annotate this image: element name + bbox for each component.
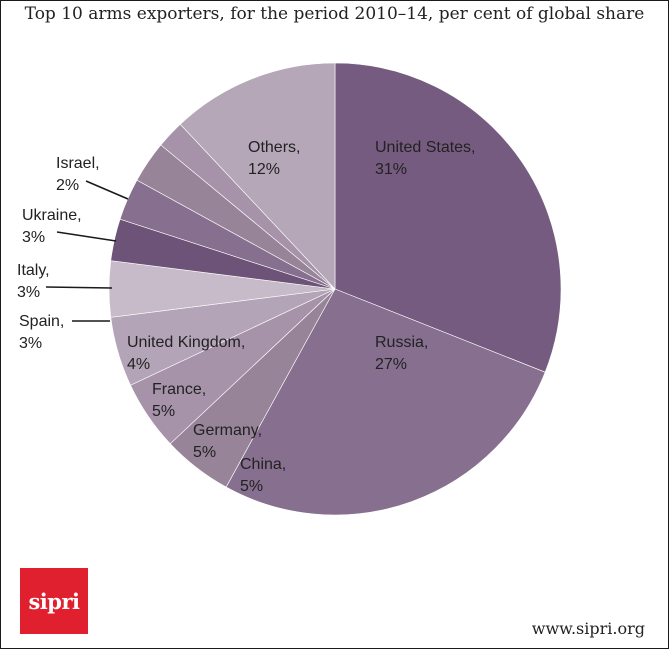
slice-value-united-states: 31% — [375, 161, 407, 178]
chart-title: Top 10 arms exporters, for the period 20… — [24, 4, 645, 24]
sipri-logo: sipri — [20, 568, 88, 634]
slice-name-united-kingdom: United Kingdom, — [127, 334, 245, 351]
slice-name-united-states: United States, — [375, 139, 476, 156]
slice-value-united-kingdom: 4% — [127, 356, 150, 373]
slice-name-china: China, — [240, 456, 286, 473]
slice-name-germany: Germany, — [193, 422, 262, 439]
leader-line-italy — [45, 286, 113, 289]
slice-value-china: 5% — [240, 478, 263, 495]
pie-slice-others — [179, 62, 336, 290]
slice-value-russia: 27% — [375, 356, 407, 373]
slice-value-france: 5% — [152, 403, 175, 420]
pie-chart: United States, 31% Russia, 27% China, 5% Germa… — [17, 62, 562, 516]
slice-name-italy: Italy, — [17, 262, 50, 279]
slice-name-spain: Spain, — [19, 313, 64, 330]
source-url: www.sipri.org — [531, 619, 645, 638]
slice-name-ukraine: Ukraine, — [22, 207, 82, 224]
sipri-logo-text: sipri — [28, 588, 80, 614]
slice-value-others: 12% — [248, 161, 280, 178]
leader-line-ukraine — [56, 231, 117, 242]
pie-slice-russia — [225, 288, 546, 516]
slice-value-italy: 3% — [17, 284, 40, 301]
slice-value-spain: 3% — [19, 335, 42, 352]
slice-name-israel: Israel, — [56, 155, 100, 172]
slice-name-others: Others, — [248, 139, 300, 156]
slice-value-ukraine: 3% — [22, 229, 45, 246]
slice-value-israel: 2% — [56, 177, 79, 194]
slice-name-france: France, — [152, 381, 206, 398]
pie-slice-united-states — [334, 62, 562, 373]
slice-value-germany: 5% — [193, 444, 216, 461]
slice-name-russia: Russia, — [375, 334, 428, 351]
leader-line-israel — [85, 180, 129, 200]
